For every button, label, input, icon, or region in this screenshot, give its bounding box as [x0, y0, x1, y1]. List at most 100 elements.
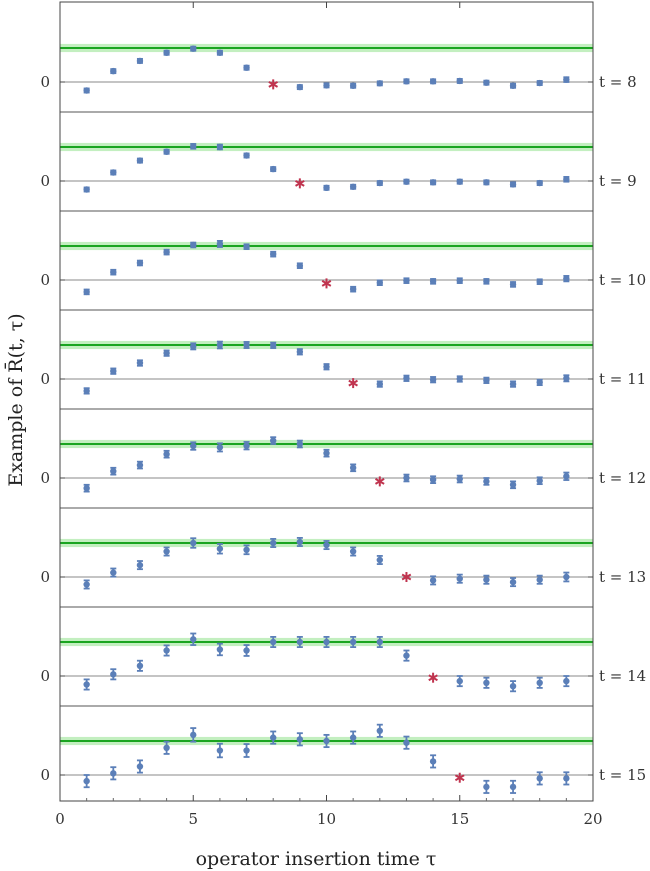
point-marker: [509, 578, 517, 586]
point-marker: [349, 548, 357, 555]
point-marker: [243, 747, 250, 754]
data-point: [243, 441, 250, 451]
point-marker: [483, 377, 490, 384]
data-point: [110, 268, 117, 276]
data-point: [163, 644, 170, 657]
data-point: [403, 473, 410, 483]
data-point: [536, 771, 543, 786]
point-marker: [136, 763, 144, 770]
data-point: [563, 374, 570, 383]
point-marker: [296, 440, 304, 448]
data-point: [190, 537, 197, 549]
star-stroke: [268, 81, 279, 88]
point-marker: [376, 279, 383, 286]
x-axis: 0 5 10 15 20: [55, 2, 603, 828]
data-point: [190, 727, 197, 743]
point-marker: [483, 783, 490, 791]
point-marker: [296, 83, 304, 91]
point-marker: [563, 275, 570, 282]
point-marker: [136, 359, 144, 367]
point-marker: [376, 727, 383, 734]
point-marker: [349, 183, 357, 190]
data-point: [83, 579, 90, 590]
data-point: [163, 449, 170, 459]
data-point: [296, 83, 304, 91]
point-marker: [323, 541, 330, 549]
data-point-starred: [348, 378, 358, 389]
data-point: [243, 544, 250, 556]
point-marker: [323, 184, 330, 191]
point-marker: [536, 775, 543, 782]
point-marker: [110, 468, 117, 475]
point-marker: [509, 481, 517, 488]
point-marker: [163, 451, 170, 458]
point-marker: [270, 437, 277, 444]
point-marker: [536, 79, 543, 87]
data-point: [509, 577, 517, 588]
data-point: [296, 439, 304, 449]
data-point: [136, 659, 144, 672]
data-point: [110, 169, 117, 176]
data-point: [376, 723, 383, 738]
data-point: [243, 341, 250, 349]
point-marker: [83, 186, 90, 193]
data-point: [403, 78, 410, 85]
panel-t-13: 0 t = 13: [40, 537, 646, 608]
point-marker: [243, 341, 250, 349]
point-marker: [190, 539, 197, 547]
point-marker: [376, 638, 383, 646]
data-point: [323, 82, 330, 89]
x-tick-label: 15: [450, 810, 469, 828]
data-point: [456, 573, 463, 584]
data-point: [483, 278, 490, 285]
star-stroke: [321, 280, 332, 287]
data-point: [190, 342, 197, 351]
data-point: [456, 178, 463, 185]
point-marker: [456, 277, 463, 284]
point-marker: [509, 82, 517, 89]
point-marker: [429, 78, 437, 85]
point-marker: [83, 485, 90, 492]
data-point: [136, 57, 144, 65]
point-marker: [190, 143, 197, 150]
data-point: [190, 632, 197, 646]
data-point: [216, 143, 224, 151]
point-marker: [483, 179, 490, 186]
point-marker: [349, 638, 357, 646]
y-tick-label: 0: [40, 766, 50, 784]
data-point: [270, 730, 277, 745]
data-point: [563, 176, 570, 183]
data-point: [110, 367, 117, 375]
point-marker: [456, 677, 463, 685]
data-point: [163, 546, 170, 557]
point-marker: [163, 248, 170, 256]
data-point: [110, 567, 117, 578]
point-marker: [509, 281, 517, 288]
data-point: [536, 278, 543, 285]
point-marker: [190, 343, 197, 350]
point-marker: [216, 747, 224, 754]
data-point: [83, 387, 90, 395]
data-point: [509, 181, 517, 188]
y-tick-label: 0: [40, 469, 50, 487]
data-point: [270, 538, 277, 548]
data-point-starred: [321, 278, 332, 289]
panel-label: t = 11: [599, 370, 646, 388]
data-point: [509, 779, 517, 794]
point-marker: [483, 576, 490, 583]
point-marker: [296, 538, 304, 546]
data-point: [536, 179, 543, 187]
data-point: [216, 642, 224, 657]
point-marker: [163, 148, 170, 155]
point-marker: [136, 259, 144, 267]
point-marker: [110, 770, 117, 777]
data-point: [323, 540, 330, 551]
data-point: [429, 78, 437, 85]
point-marker: [323, 449, 330, 457]
data-point: [190, 441, 197, 451]
panel-label: t = 10: [599, 271, 646, 289]
data-point: [376, 80, 383, 87]
data-point: [483, 676, 490, 689]
data-point: [563, 471, 570, 481]
data-point: [243, 152, 250, 159]
